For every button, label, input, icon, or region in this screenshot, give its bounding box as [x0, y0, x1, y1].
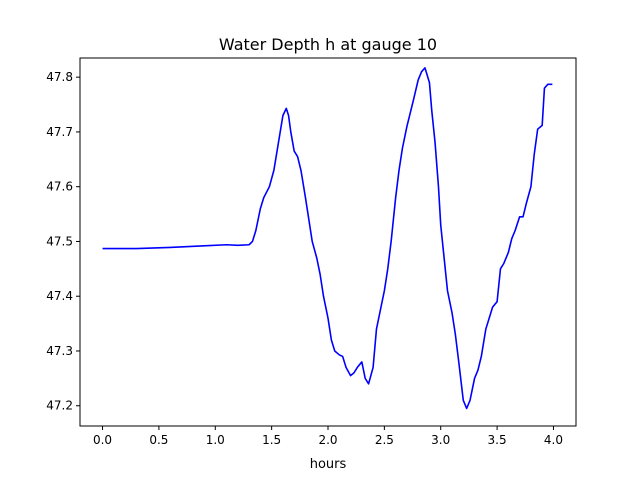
- x-axis: 0.0 0.5 1.0 1.5 2.0 2.5 3.0 3.5 4.0: [93, 426, 563, 447]
- x-tick-label: 2.0: [318, 433, 337, 447]
- plot-frame: [79, 57, 577, 427]
- plot-area: [102, 67, 553, 410]
- x-tick-label: 0.5: [149, 433, 168, 447]
- y-tick-label: 47.6: [46, 180, 73, 194]
- x-tick-label: 1.5: [262, 433, 281, 447]
- x-tick-label: 4.0: [544, 433, 563, 447]
- y-tick-label: 47.8: [46, 70, 73, 84]
- x-axis-label: hours: [310, 457, 347, 472]
- x-tick-label: 3.5: [488, 433, 507, 447]
- y-tick-label: 47.4: [46, 289, 73, 303]
- x-tick-label: 0.0: [93, 433, 112, 447]
- y-axis: 47.2 47.3 47.4 47.5 47.6 47.7 47.8: [46, 70, 80, 413]
- chart-title: Water Depth h at gauge 10: [219, 35, 437, 54]
- x-tick-label: 3.0: [431, 433, 450, 447]
- x-tick-label: 1.0: [206, 433, 225, 447]
- series-line-0: [102, 67, 553, 410]
- y-tick-label: 47.5: [46, 234, 73, 248]
- x-tick-label: 2.5: [375, 433, 394, 447]
- y-tick-label: 47.2: [46, 399, 73, 413]
- y-tick-label: 47.7: [46, 125, 73, 139]
- y-tick-label: 47.3: [46, 344, 73, 358]
